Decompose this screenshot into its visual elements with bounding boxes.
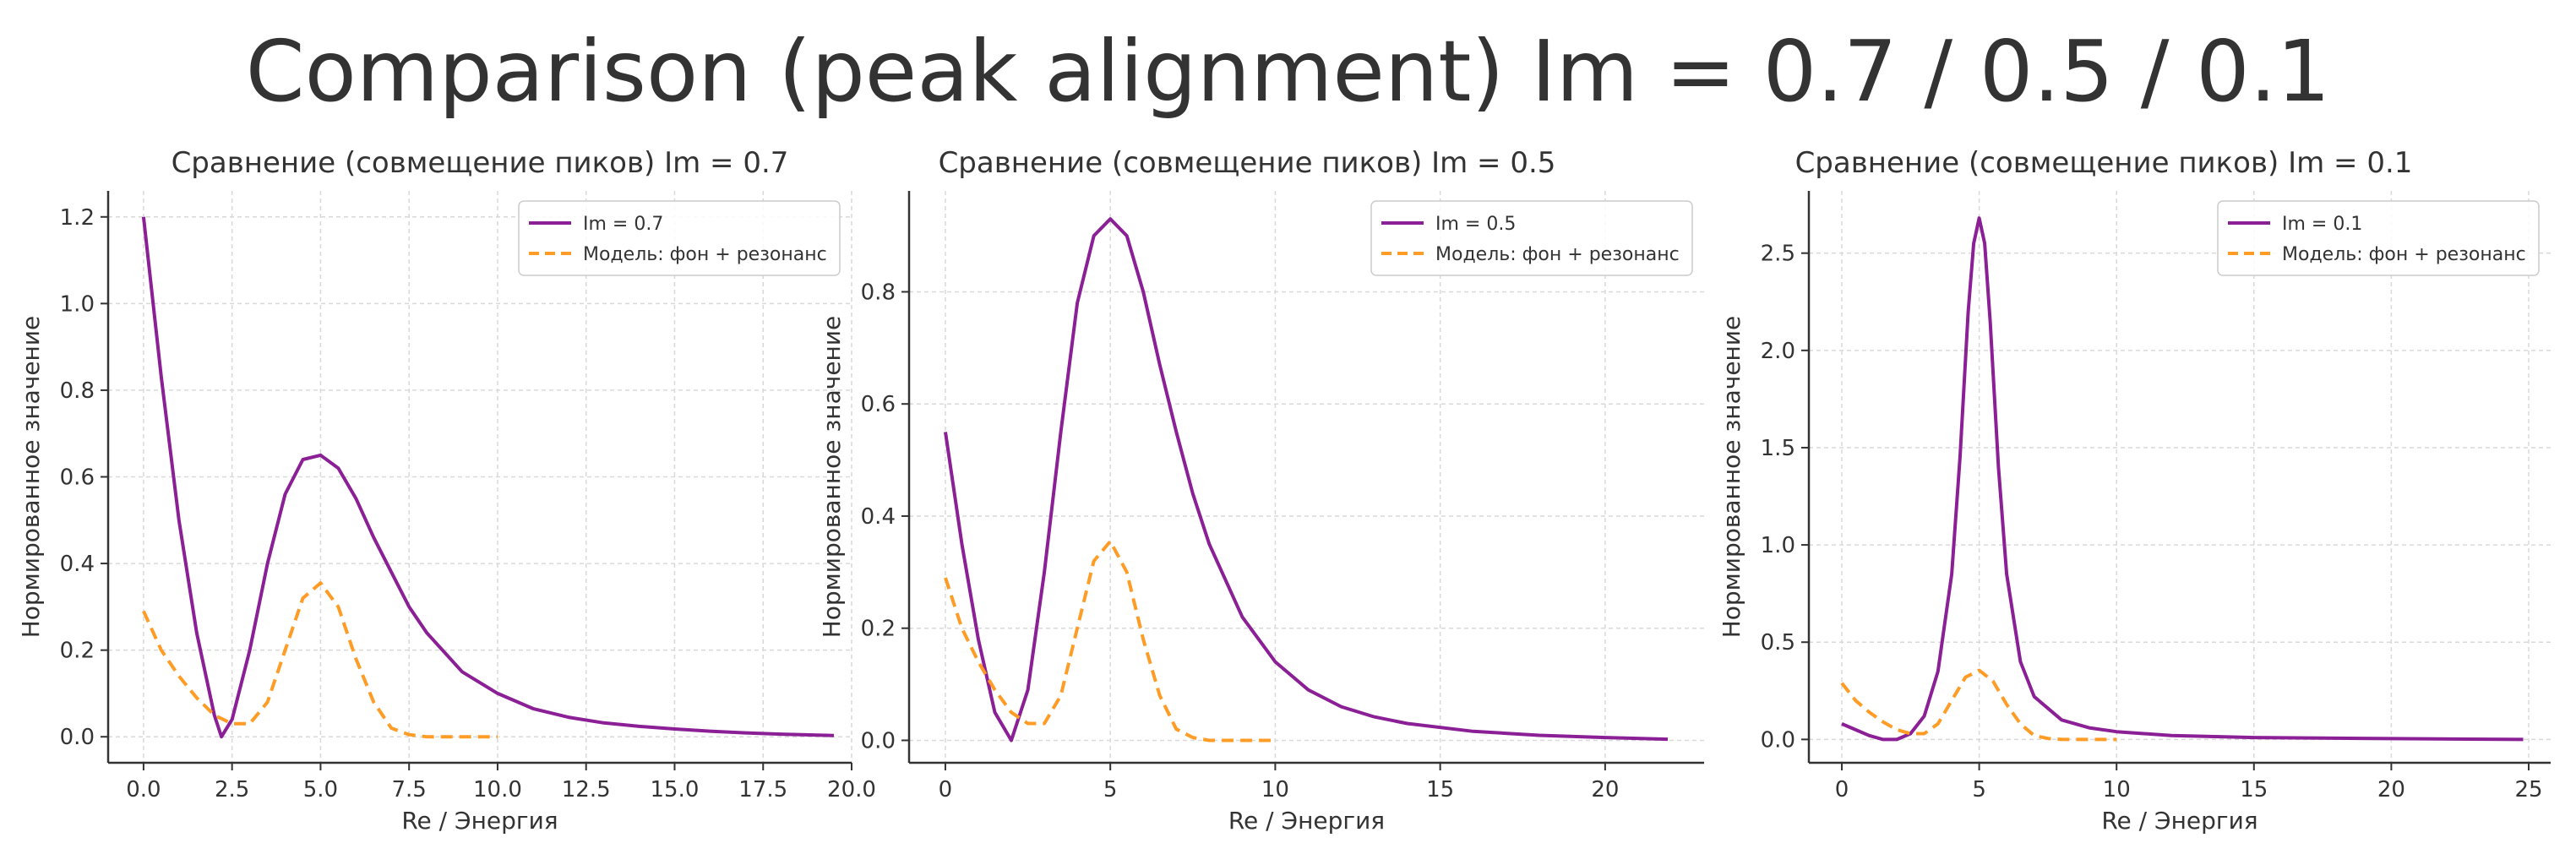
y-tick-label: 0.0 (861, 728, 896, 753)
y-tick-label: 2.0 (1761, 339, 1795, 364)
y-tick-label: 2.5 (1761, 242, 1795, 267)
x-tick-label: 15 (2240, 777, 2268, 802)
x-tick-label: 7.5 (392, 777, 427, 802)
legend-box (518, 200, 841, 276)
series-line-model (944, 539, 1276, 742)
chart-title: Сравнение (совмещение пиков) Im = 0.1 (1795, 146, 2413, 180)
figure-suptitle: Comparison (peak alignment) Im = 0.7 / 0… (245, 22, 2331, 121)
y-tick-label: 1.0 (60, 291, 95, 317)
x-tick-label: 15.0 (651, 777, 700, 802)
x-tick-label: 20 (2377, 777, 2405, 802)
x-tick-label: 20 (1591, 777, 1619, 802)
x-tick-label: 12.5 (562, 777, 611, 802)
x-tick-label: 0.0 (126, 777, 161, 802)
y-axis-label: Нормированное значение (17, 316, 45, 639)
y-tick-label: 1.2 (60, 205, 95, 231)
x-tick-label: 5.0 (303, 777, 338, 802)
legend: Im = 0.5 Модель: фон + резонанс (1370, 200, 1693, 276)
y-tick-label: 1.0 (1761, 533, 1795, 558)
y-tick-label: 0.2 (861, 617, 896, 642)
x-tick-label: 0 (1835, 777, 1849, 802)
legend-label: Модель: фон + резонанс (583, 244, 827, 265)
x-tick-label: 15 (1426, 777, 1454, 802)
legend-box (2217, 200, 2540, 276)
x-axis-label: Re / Энергия (401, 807, 558, 835)
legend: Im = 0.1 Модель: фон + резонанс (2217, 200, 2540, 276)
x-tick-label: 2.5 (215, 777, 249, 802)
x-axis-label: Re / Энергия (1228, 807, 1385, 835)
chart-panel-2: 0 5 10 15 20 0.0 0.2 0.4 0.6 0.8 Re / Энергия Норми… (818, 146, 1704, 835)
legend-label: Модель: фон + резонанс (1435, 244, 1680, 265)
chart-title: Сравнение (совмещение пиков) Im = 0.5 (939, 146, 1556, 180)
y-tick-label: 0.2 (60, 639, 95, 664)
legend: Im = 0.7 Модель: фон + резонанс (518, 200, 841, 276)
y-tick-label: 0.0 (60, 725, 95, 750)
y-tick-label: 0.4 (861, 504, 896, 530)
legend-label: Im = 0.5 (1435, 214, 1516, 235)
x-tick-label: 10 (2103, 777, 2131, 802)
legend-label: Im = 0.1 (2282, 214, 2362, 235)
legend-label: Модель: фон + резонанс (2282, 244, 2526, 265)
x-axis-label: Re / Энергия (2101, 807, 2257, 835)
x-tick-label: 25 (2514, 777, 2542, 802)
x-tick-label: 10 (1261, 777, 1289, 802)
chart-panel-3: 0 5 10 15 20 25 0.0 0.5 1.0 1.5 2.0 2.5 Re / Энергия… (1718, 146, 2551, 835)
series-line-resonance (944, 217, 1669, 742)
chart-panel-1: 0.0 2.5 5.0 7.5 10.0 12.5 15.0 17.5 20.0 0.0 0.2 0.… (17, 146, 876, 835)
x-tick-label: 0 (939, 777, 953, 802)
legend-box (1370, 200, 1693, 276)
series-line-resonance (1841, 216, 2524, 742)
series-line-resonance (141, 216, 835, 739)
y-tick-label: 0.8 (861, 280, 896, 305)
chart-title: Сравнение (совмещение пиков) Im = 0.7 (172, 146, 789, 180)
y-tick-label: 0.6 (60, 465, 95, 491)
x-tick-label: 5 (1972, 777, 1986, 802)
x-tick-label: 20.0 (827, 777, 876, 802)
y-tick-label: 0.8 (60, 378, 95, 404)
y-tick-label: 0.5 (1761, 630, 1795, 655)
y-tick-label: 1.5 (1761, 436, 1795, 461)
series-line-model (142, 581, 498, 739)
series-line-model (1840, 668, 2117, 742)
y-axis-label: Нормированное значение (818, 316, 846, 639)
y-axis-label: Нормированное значение (1718, 316, 1745, 639)
y-tick-label: 0.6 (861, 392, 896, 417)
legend-label: Im = 0.7 (583, 214, 663, 235)
y-tick-label: 0.4 (60, 552, 95, 577)
y-tick-label: 0.0 (1761, 727, 1795, 753)
x-tick-label: 17.5 (738, 777, 787, 802)
x-tick-label: 5 (1103, 777, 1118, 802)
x-tick-label: 10.0 (473, 777, 522, 802)
